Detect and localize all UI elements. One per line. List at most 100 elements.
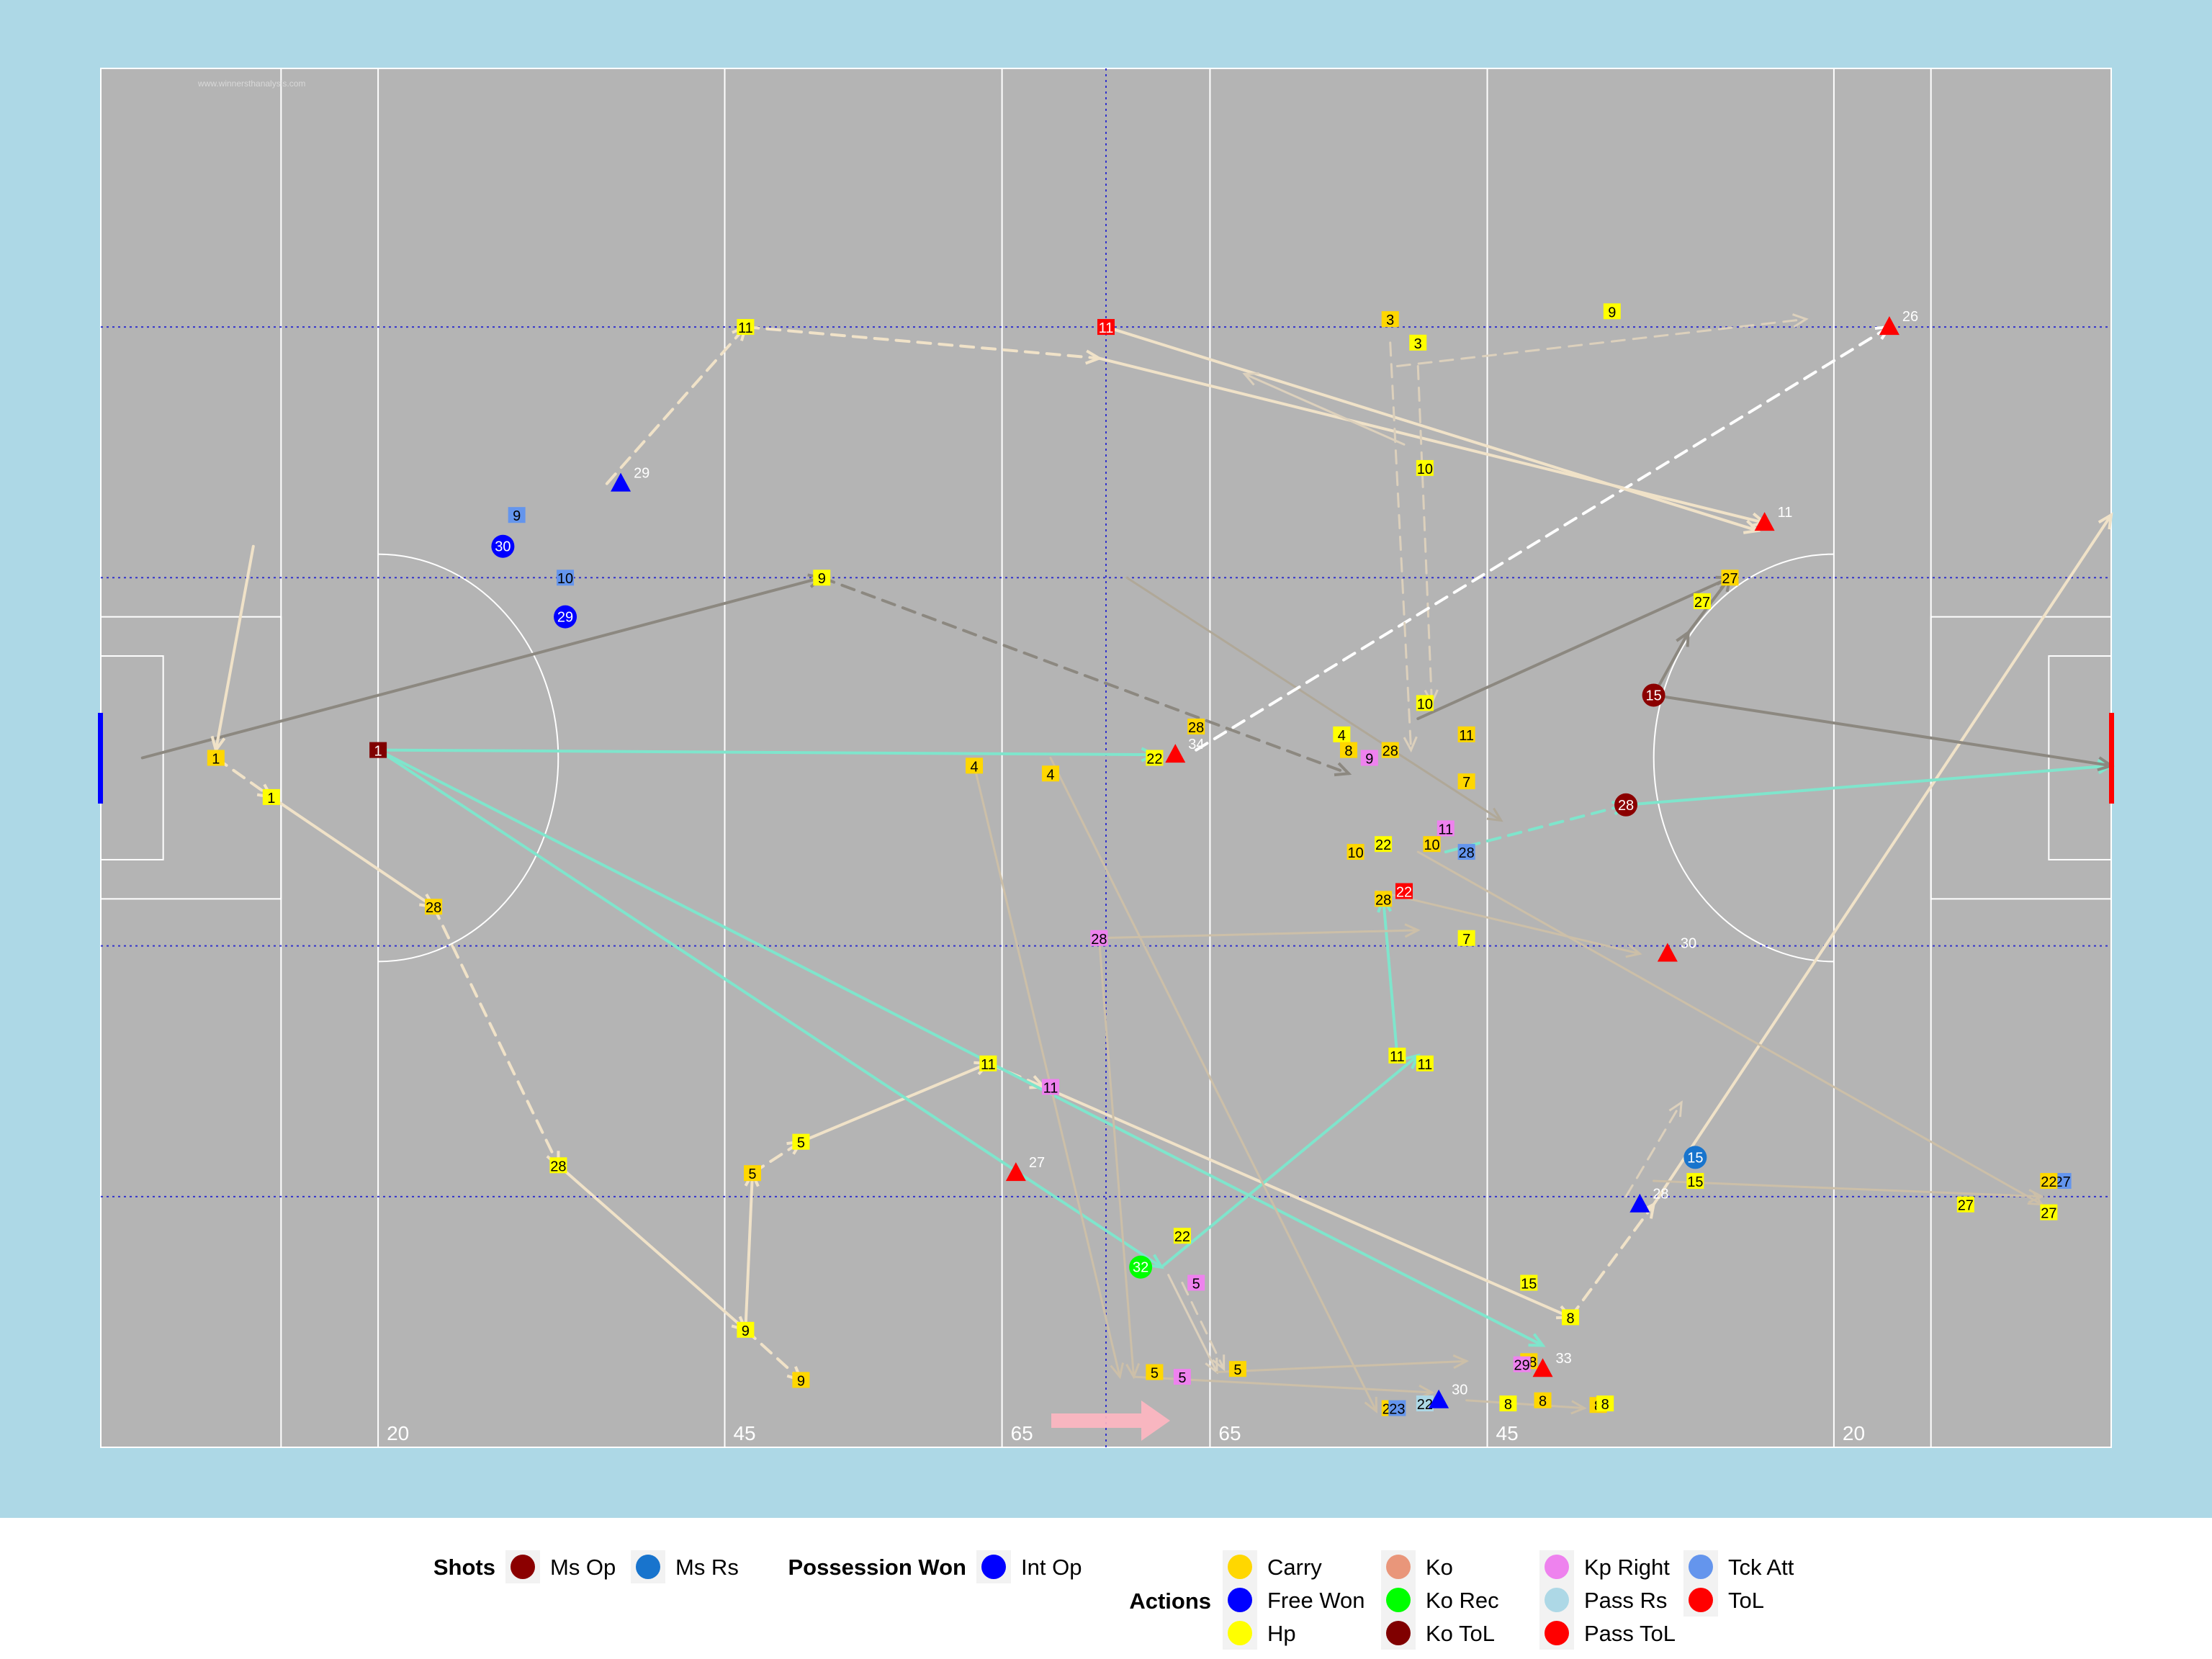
marker-label: 22 [1375, 837, 1391, 853]
action-arrow [1097, 923, 1421, 940]
action-arrow [1375, 889, 1642, 958]
marker-label: 5 [1233, 1362, 1241, 1378]
legend-item: ToL [1683, 1583, 1764, 1617]
legend-item-label: Pass Rs [1584, 1588, 1667, 1613]
legend-item-label: Kp Right [1584, 1555, 1670, 1580]
marker-label: 10 [1424, 837, 1439, 853]
legend-item-label: ToL [1728, 1588, 1764, 1613]
marker-label: 11 [1438, 822, 1453, 837]
marker-square: 9 [813, 570, 831, 587]
marker-circle: 15 [1642, 683, 1665, 707]
marker-label: 30 [495, 539, 511, 555]
left-arc [378, 553, 559, 963]
marker-square: 15 [1686, 1173, 1704, 1190]
marker-circle: 28 [1614, 793, 1638, 817]
legend-item-label: Ko [1426, 1555, 1453, 1580]
marker-label: 8 [1539, 1394, 1547, 1410]
marker-label: 11 [1099, 320, 1114, 336]
pitch-surface [100, 68, 2112, 1448]
marker-label: 11 [1417, 1057, 1432, 1073]
marker-label: 1 [212, 752, 220, 768]
marker-label: 3 [1386, 313, 1394, 328]
legend-item-label: Ms Op [550, 1555, 616, 1580]
legend-item: Free Won [1223, 1583, 1365, 1617]
marker-label: 1 [267, 791, 275, 806]
marker-label: 5 [1192, 1277, 1200, 1292]
marker-label: 22 [1174, 1229, 1190, 1245]
distance-label: 20 [387, 1422, 409, 1444]
marker-label: 22 [2041, 1174, 2056, 1190]
marker-label: 27 [1694, 595, 1710, 611]
marker-square: 22 [1395, 883, 1413, 900]
marker-label: 7 [1462, 775, 1470, 791]
marker-square: 11 [1097, 319, 1115, 336]
action-arrow [1395, 313, 1809, 367]
marker-label: 32 [1133, 1260, 1148, 1276]
marker-label: 22 [1146, 752, 1162, 768]
legend-item: Int Op [976, 1550, 1082, 1583]
distance-label: 45 [1496, 1422, 1519, 1444]
legend-item: Ko [1381, 1550, 1453, 1583]
marker-label: 4 [1046, 767, 1054, 783]
marker-square: 8 [1534, 1392, 1552, 1410]
marker-label: 30 [1681, 936, 1696, 952]
marker-square: 27 [1721, 570, 1739, 587]
marker-label: 10 [1417, 462, 1433, 477]
marker-square: 11 [1457, 726, 1475, 744]
marker-label: 27 [2054, 1174, 2070, 1190]
action-arrow [1181, 1282, 1226, 1372]
marker-label: 23 [1389, 1402, 1405, 1418]
marker-square: 1 [262, 788, 280, 806]
marker-circle: 15 [1683, 1146, 1707, 1169]
distance-label: 45 [733, 1422, 755, 1444]
legend-title-actions: Actions [1129, 1588, 1211, 1614]
marker-square: 23 [1388, 1400, 1406, 1418]
marker-label: 28 [426, 900, 441, 916]
legend-title-shots: Shots [433, 1555, 495, 1580]
marker-square: 11 [737, 319, 755, 336]
marker-square: 1 [369, 742, 387, 760]
marker-square: 11 [1041, 1079, 1059, 1096]
marker-label: 4 [971, 759, 979, 775]
marker-label: 8 [1601, 1397, 1609, 1413]
marker-circle: 30 [491, 534, 515, 558]
marker-label: 15 [1521, 1277, 1537, 1292]
marker-label: 15 [1687, 1174, 1703, 1190]
marker-square: 22 [1173, 1228, 1191, 1245]
legend-item: Ko ToL [1381, 1617, 1495, 1650]
marker-triangle: 28 [1629, 1187, 1669, 1213]
marker-square: 5 [743, 1165, 761, 1182]
marker-square: 22 [2040, 1173, 2058, 1190]
marker-square: 28 [1457, 844, 1475, 861]
marker-square: 27 [2040, 1204, 2058, 1222]
marker-square: 8 [1339, 742, 1357, 760]
marker-square: 5 [1173, 1369, 1191, 1386]
marker-square: 9 [737, 1321, 755, 1339]
marker-label: 5 [1151, 1366, 1159, 1382]
legend-item: Ko Rec [1381, 1583, 1499, 1617]
legend-title-possession: Possession Won [788, 1555, 967, 1580]
marker-label: 22 [1417, 1397, 1433, 1413]
action-arrow [377, 748, 1546, 1347]
distance-label: 65 [1218, 1422, 1241, 1444]
marker-label: 8 [1504, 1397, 1512, 1413]
marker-label: 9 [797, 1373, 805, 1389]
legend-item-label: Pass ToL [1584, 1621, 1676, 1646]
marker-square: 10 [1423, 836, 1441, 853]
legend-item-label: Ko Rec [1426, 1588, 1499, 1613]
marker-square: 15 [1520, 1274, 1538, 1292]
marker-square: 27 [1956, 1196, 1974, 1214]
distance-label: 20 [1843, 1422, 1865, 1444]
marker-label: 28 [1382, 744, 1398, 760]
action-arrow [1624, 1100, 1683, 1198]
marker-label: 11 [981, 1057, 996, 1073]
action-arrow [973, 764, 1125, 1380]
marker-square: 9 [1603, 303, 1621, 320]
marker-square: 9 [508, 507, 526, 524]
marker-circle: 32 [1129, 1255, 1153, 1279]
direction-arrow-icon [1051, 1401, 1170, 1441]
marker-square: 29 [1513, 1356, 1531, 1374]
legend-item: Ms Rs [631, 1550, 739, 1583]
marker-triangle: 30 [1429, 1382, 1467, 1408]
